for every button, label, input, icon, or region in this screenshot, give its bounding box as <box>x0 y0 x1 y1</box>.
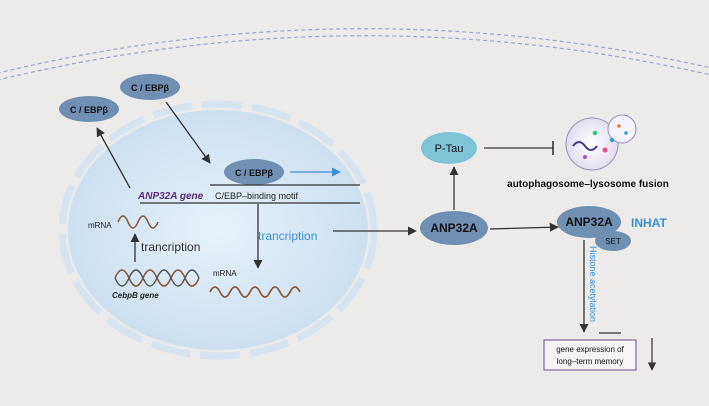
fusion-label: autophagosome–lysosome fusion <box>507 179 669 190</box>
mrna-left-label: mRNA <box>88 221 112 230</box>
vesicle-dot-icon <box>617 124 621 128</box>
vesicle-dot-icon <box>624 131 628 135</box>
anp32a-right-label: ANP32A <box>565 215 613 229</box>
vesicle-dot-icon <box>583 155 587 159</box>
cebpb-gene-strand-b <box>114 269 200 287</box>
gene-expression-line1: gene expression of <box>556 345 624 354</box>
mrna-bottom-strand <box>209 286 301 298</box>
tranciption-left-label: trancription <box>141 240 200 254</box>
anp32a-right-node <box>557 206 621 238</box>
cebpb-outer-left-node <box>59 96 119 122</box>
mrna-left-strand <box>117 215 159 229</box>
cargo-icon <box>572 141 598 151</box>
vesicle-dot-icon <box>592 130 598 136</box>
autophagosome-icon <box>565 117 619 171</box>
cebpb-gene-label: CebpB gene <box>112 291 159 300</box>
ptau-node <box>421 132 477 164</box>
export-arrow <box>96 127 131 189</box>
set-label: SET <box>605 237 621 246</box>
ptau-label: P-Tau <box>435 143 464 155</box>
cebpb-outer-top-label: C / EBPβ <box>131 83 170 93</box>
mrna-bottom-label: mRNA <box>213 269 237 278</box>
lysosome-icon <box>607 114 637 144</box>
cebpb-inner-node <box>224 159 284 185</box>
anp32a-center-node <box>420 211 488 245</box>
cell-membrane-outer <box>0 28 709 74</box>
nucleus <box>68 110 368 350</box>
cebpb-outer-left-label: C / EBPβ <box>70 105 109 115</box>
inhat-label: INHAT <box>631 216 667 230</box>
gene-expression-box <box>543 339 637 371</box>
nuclear-envelope <box>58 100 378 360</box>
cebpb-inner-label: C / EBPβ <box>235 168 274 178</box>
vesicle-dot-icon <box>602 147 608 153</box>
binding-motif-label: C/EBP–binding motif <box>215 191 299 201</box>
cell-membrane-inner <box>0 35 709 81</box>
import-arrow <box>165 101 211 164</box>
histone-label: Histone acetylation <box>588 246 598 322</box>
gene-expression-line2: long–term memory <box>557 357 624 366</box>
vesicle-dot-icon <box>609 137 615 143</box>
anp32a-gene-label: ANP32A gene <box>137 191 204 202</box>
tranciption-mid-label: trancription <box>258 229 317 243</box>
inhat-arrow <box>489 222 559 232</box>
anp32a-center-label: ANP32A <box>430 221 478 235</box>
set-node <box>595 231 631 251</box>
cebpb-outer-top-node <box>120 74 180 100</box>
